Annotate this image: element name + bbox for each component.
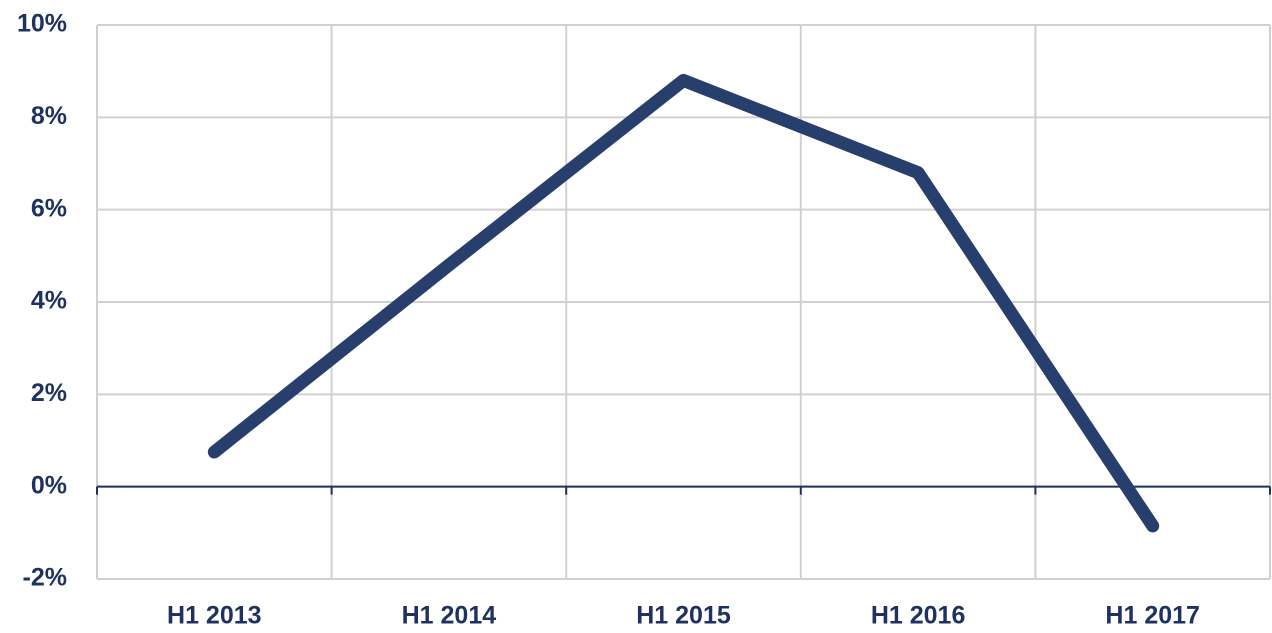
y-tick-label: 6% — [31, 194, 67, 222]
y-tick-label: 0% — [31, 471, 67, 499]
x-tick-label: H1 2016 — [871, 602, 966, 630]
y-tick-label: -2% — [23, 564, 67, 592]
x-tick-label: H1 2015 — [636, 602, 731, 630]
data-line — [207, 73, 1160, 533]
y-tick-label: 10% — [17, 10, 67, 38]
x-tick-label: H1 2014 — [402, 602, 497, 630]
y-tick-label: 8% — [31, 102, 67, 130]
x-tick-label: H1 2013 — [167, 602, 262, 630]
y-tick-label: 2% — [31, 379, 67, 407]
x-tick-label: H1 2017 — [1105, 602, 1200, 630]
y-tick-label: 4% — [31, 287, 67, 315]
